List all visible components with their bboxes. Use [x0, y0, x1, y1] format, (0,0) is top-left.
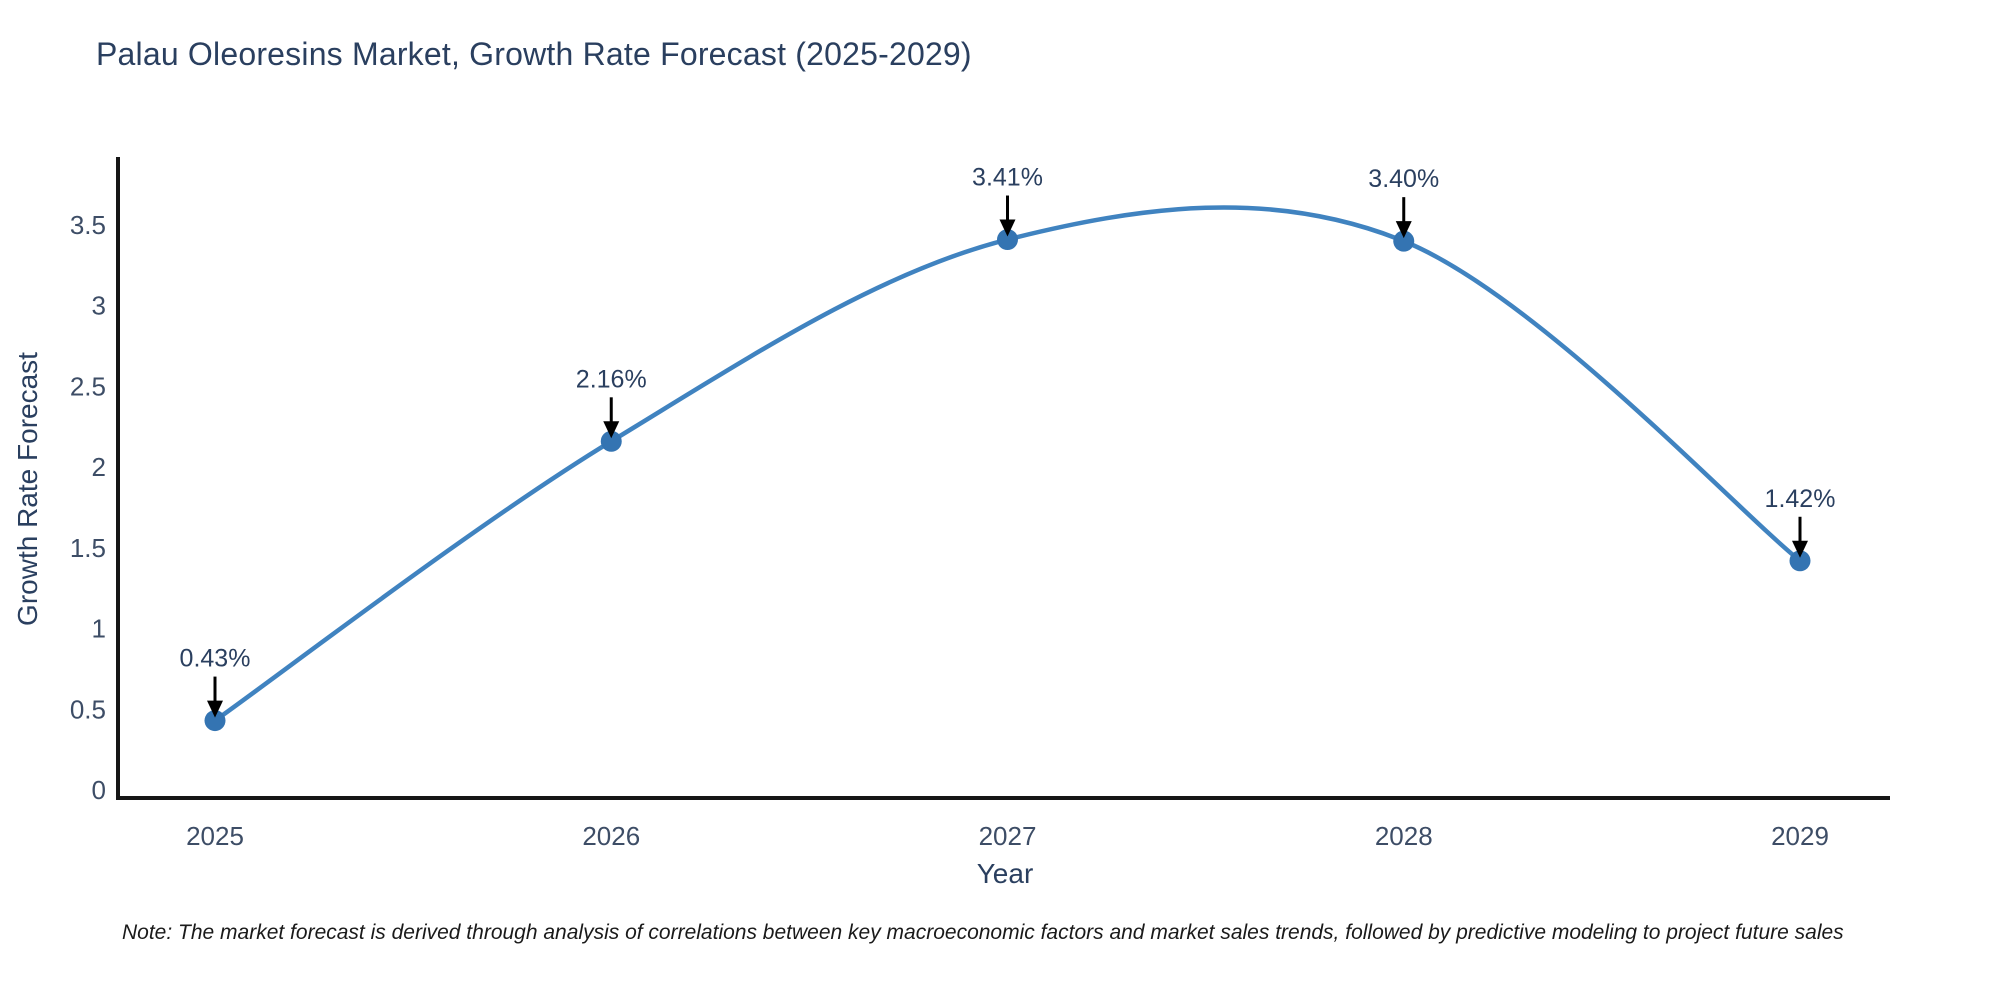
annotation-arrowhead-icon [1792, 540, 1808, 558]
point-label: 1.42% [1765, 485, 1836, 513]
data-point-2027[interactable] [997, 229, 1018, 251]
footnote: Note: The market forecast is derived thr… [122, 921, 1844, 944]
y-tick-label: 0.5 [70, 694, 106, 724]
annotation-arrowhead-icon [207, 700, 223, 718]
x-axis-title: Year [976, 858, 1034, 889]
x-tick-label: 2025 [186, 821, 244, 851]
data-point-2025[interactable] [204, 710, 226, 732]
data-point-2026[interactable] [600, 430, 622, 452]
y-tick-label: 1 [92, 614, 106, 644]
annotation-arrowhead-icon [999, 219, 1016, 237]
x-tick-label: 2028 [1375, 821, 1433, 851]
x-tick-label: 2027 [979, 821, 1037, 851]
x-tick-label: 2029 [1771, 821, 1829, 851]
chart-title: Palau Oleoresins Market, Growth Rate For… [96, 36, 972, 72]
y-tick-label: 0 [92, 775, 106, 805]
x-tick-label: 2026 [582, 821, 640, 851]
point-label: 2.16% [576, 365, 647, 393]
y-tick-label: 3 [92, 291, 106, 321]
point-label: 0.43% [180, 645, 251, 673]
data-point-2028[interactable] [1393, 230, 1415, 252]
annotation-arrowhead-icon [603, 421, 620, 439]
y-tick-label: 2 [92, 452, 106, 482]
point-label: 3.40% [1368, 165, 1439, 193]
trend-line [212, 205, 1803, 723]
data-point-2029[interactable] [1789, 550, 1811, 572]
y-tick-label: 3.5 [70, 210, 106, 240]
annotation-arrowhead-icon [1395, 221, 1412, 239]
point-label: 3.41% [972, 164, 1043, 192]
y-tick-label: 1.5 [70, 533, 106, 563]
y-tick-label: 2.5 [70, 371, 106, 401]
